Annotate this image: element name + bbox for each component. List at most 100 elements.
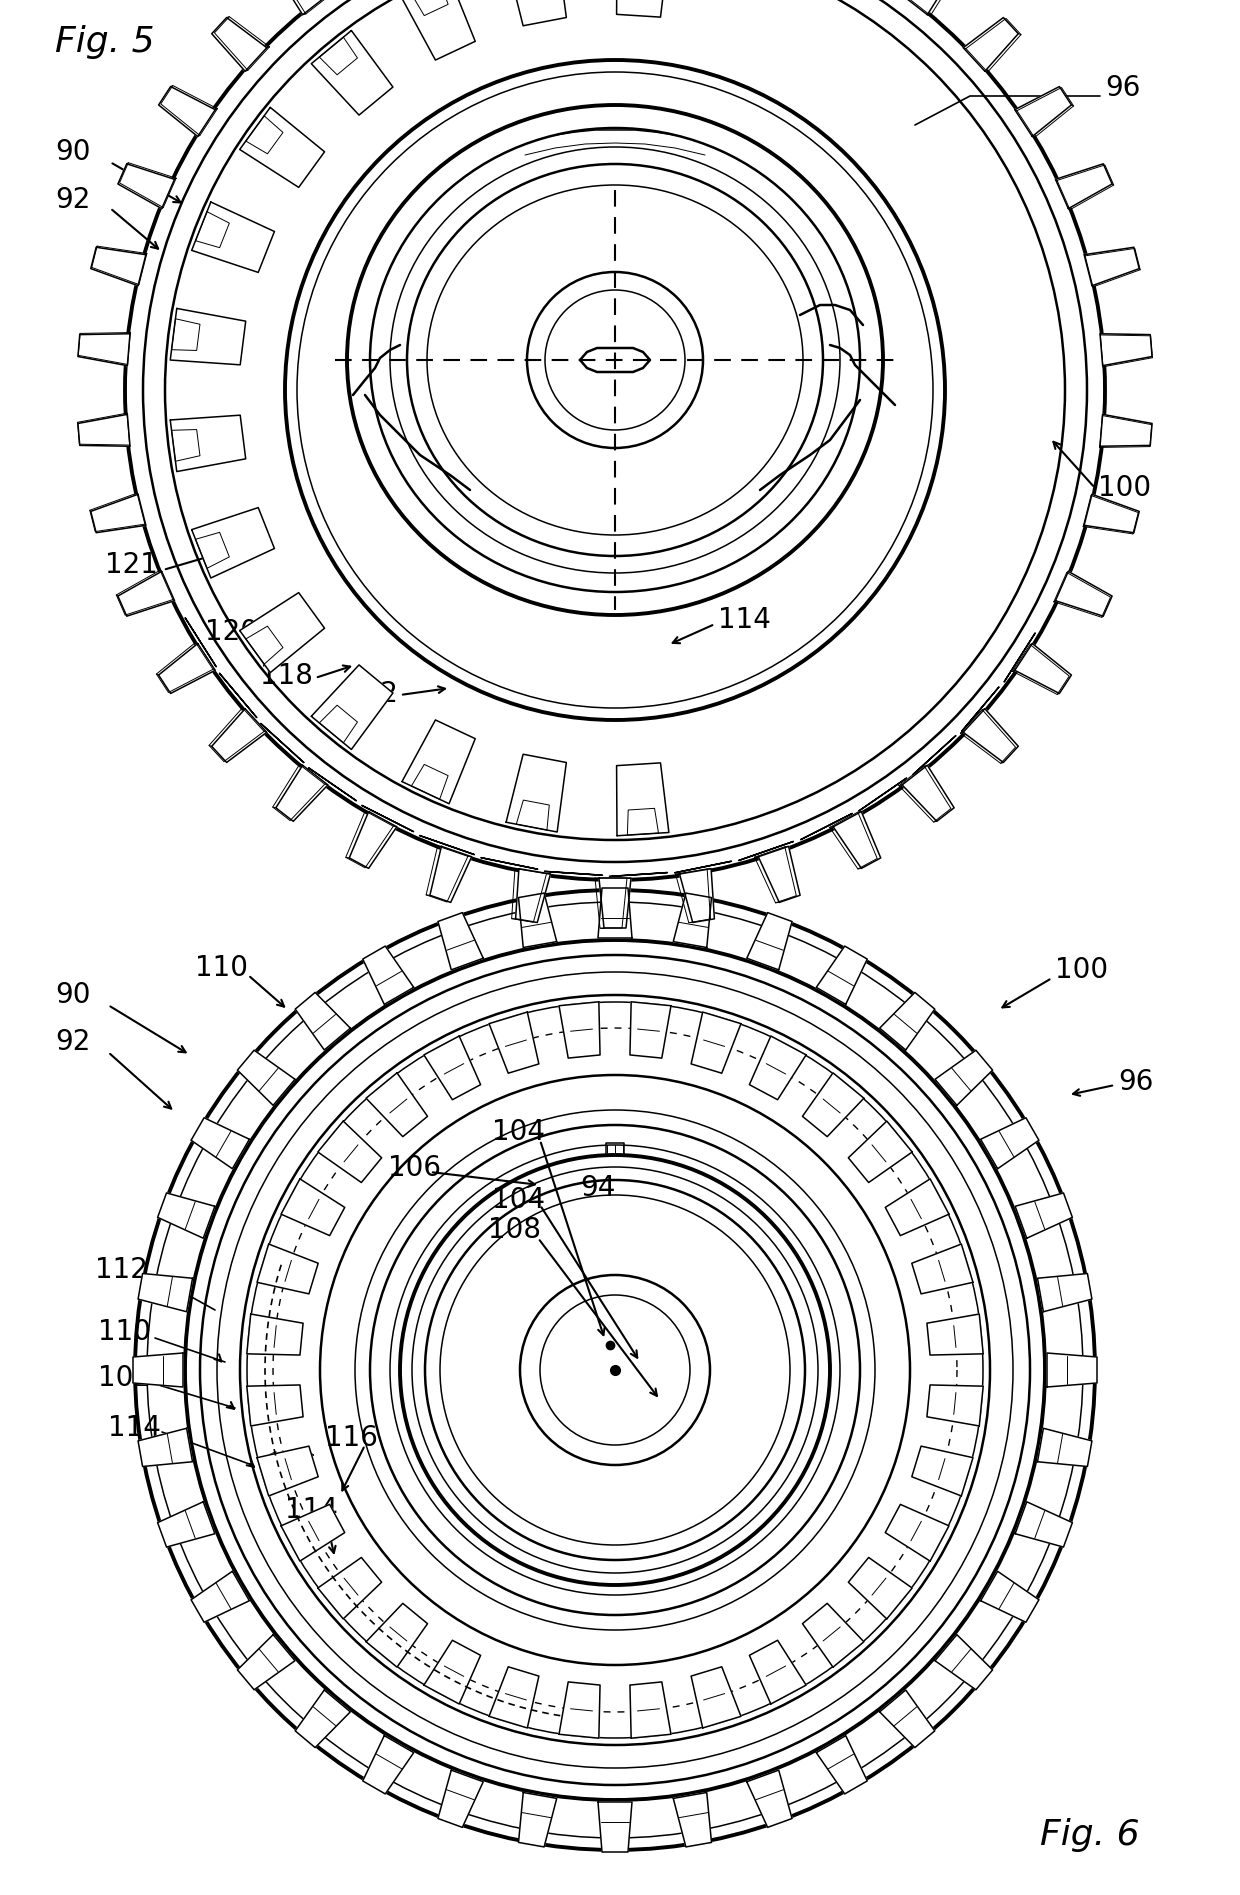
Polygon shape — [402, 720, 475, 803]
Polygon shape — [212, 709, 267, 762]
Polygon shape — [157, 1194, 215, 1237]
Polygon shape — [1014, 644, 1071, 694]
Polygon shape — [275, 0, 327, 15]
Polygon shape — [928, 1313, 983, 1355]
Polygon shape — [311, 30, 393, 116]
Text: 96: 96 — [1118, 1069, 1153, 1095]
Polygon shape — [317, 1558, 382, 1618]
Polygon shape — [247, 1313, 303, 1355]
Polygon shape — [911, 1446, 973, 1495]
Text: 94: 94 — [580, 1175, 615, 1201]
Polygon shape — [402, 0, 475, 61]
Text: 94: 94 — [748, 337, 784, 366]
Polygon shape — [759, 847, 800, 902]
Polygon shape — [481, 858, 538, 870]
Polygon shape — [237, 1050, 295, 1105]
Polygon shape — [1100, 334, 1152, 366]
Circle shape — [125, 879, 1105, 1861]
Polygon shape — [879, 993, 935, 1050]
Polygon shape — [350, 811, 397, 868]
Ellipse shape — [347, 104, 883, 616]
Text: 116: 116 — [325, 1423, 378, 1452]
Polygon shape — [673, 1793, 712, 1848]
Polygon shape — [239, 593, 325, 673]
Polygon shape — [424, 1037, 481, 1099]
Polygon shape — [366, 1073, 428, 1137]
Polygon shape — [219, 673, 257, 718]
Polygon shape — [438, 1770, 484, 1827]
Polygon shape — [311, 665, 393, 749]
Polygon shape — [746, 913, 792, 970]
Polygon shape — [363, 946, 414, 1004]
Polygon shape — [518, 893, 557, 948]
Polygon shape — [630, 1002, 671, 1057]
Polygon shape — [963, 17, 1018, 72]
Polygon shape — [859, 779, 906, 811]
Polygon shape — [506, 0, 567, 27]
Text: 118: 118 — [260, 661, 312, 690]
Polygon shape — [981, 1571, 1039, 1622]
Polygon shape — [275, 766, 327, 821]
Polygon shape — [191, 1118, 249, 1169]
Polygon shape — [911, 1243, 973, 1294]
Polygon shape — [885, 1179, 949, 1236]
Polygon shape — [848, 1558, 913, 1618]
Polygon shape — [1014, 87, 1071, 136]
Polygon shape — [598, 889, 632, 938]
Polygon shape — [118, 163, 175, 208]
Text: 104: 104 — [492, 1118, 546, 1146]
Polygon shape — [170, 415, 246, 472]
Polygon shape — [366, 1603, 428, 1668]
Polygon shape — [928, 1385, 983, 1425]
Polygon shape — [518, 1793, 557, 1848]
Text: 98: 98 — [430, 371, 465, 400]
Text: 112: 112 — [95, 1256, 148, 1285]
Polygon shape — [1038, 1273, 1092, 1311]
Text: 100: 100 — [1055, 955, 1109, 984]
Text: 114: 114 — [108, 1414, 161, 1442]
Polygon shape — [559, 1683, 600, 1738]
Polygon shape — [257, 1446, 319, 1495]
Polygon shape — [616, 0, 668, 17]
Polygon shape — [816, 1736, 867, 1795]
Polygon shape — [419, 836, 475, 855]
Polygon shape — [981, 1118, 1039, 1169]
Polygon shape — [78, 334, 130, 366]
Circle shape — [120, 0, 1110, 885]
Polygon shape — [680, 868, 714, 923]
Polygon shape — [800, 813, 852, 839]
Polygon shape — [1047, 1353, 1097, 1387]
Polygon shape — [317, 1122, 382, 1182]
Polygon shape — [362, 805, 414, 832]
Polygon shape — [159, 87, 216, 136]
Polygon shape — [138, 1429, 192, 1467]
Polygon shape — [78, 415, 130, 445]
Polygon shape — [489, 1012, 539, 1073]
Polygon shape — [746, 1770, 792, 1827]
Text: 100: 100 — [1097, 474, 1151, 502]
Polygon shape — [506, 754, 567, 832]
Polygon shape — [192, 203, 274, 273]
Polygon shape — [192, 508, 274, 578]
Text: 112: 112 — [345, 680, 398, 709]
Polygon shape — [833, 811, 880, 868]
Polygon shape — [257, 1243, 319, 1294]
Polygon shape — [739, 841, 794, 860]
Polygon shape — [599, 877, 631, 929]
Polygon shape — [159, 644, 216, 694]
Polygon shape — [363, 1736, 414, 1795]
Polygon shape — [848, 1122, 913, 1182]
Text: 108: 108 — [489, 1217, 541, 1243]
Polygon shape — [430, 847, 471, 902]
Polygon shape — [239, 108, 325, 188]
Polygon shape — [185, 618, 216, 667]
Polygon shape — [610, 872, 667, 877]
Polygon shape — [1084, 246, 1140, 286]
Text: 92: 92 — [55, 1027, 91, 1056]
Polygon shape — [133, 1353, 184, 1387]
Polygon shape — [295, 1690, 351, 1747]
Polygon shape — [691, 1012, 742, 1073]
Polygon shape — [802, 1603, 864, 1668]
Polygon shape — [1100, 415, 1152, 445]
Polygon shape — [885, 1505, 949, 1561]
